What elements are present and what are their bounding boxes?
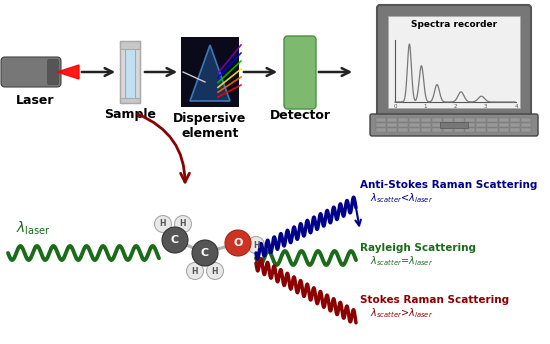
Bar (510, 123, 520, 127)
Polygon shape (57, 65, 79, 79)
Circle shape (206, 262, 223, 279)
Bar (521, 123, 531, 127)
Bar (421, 118, 431, 121)
Bar (432, 128, 442, 131)
Text: 3: 3 (484, 104, 487, 109)
Bar (487, 128, 498, 131)
Bar (387, 128, 397, 131)
Text: 4: 4 (514, 104, 518, 109)
Bar (421, 123, 431, 127)
Bar (487, 123, 498, 127)
Text: Laser: Laser (16, 94, 54, 107)
Text: 1: 1 (424, 104, 427, 109)
Circle shape (162, 227, 188, 253)
Bar (387, 123, 397, 127)
Text: O: O (233, 238, 243, 248)
Bar (443, 118, 453, 121)
Bar (432, 123, 442, 127)
Circle shape (174, 215, 191, 233)
FancyBboxPatch shape (377, 5, 531, 119)
FancyBboxPatch shape (47, 59, 59, 85)
Bar (120, 41, 140, 103)
Text: H: H (180, 219, 186, 228)
Bar (476, 118, 486, 121)
Bar (388, 16, 520, 108)
Text: 0: 0 (393, 104, 397, 109)
Text: $\lambda_{\mathsf{laser}}$: $\lambda_{\mathsf{laser}}$ (16, 219, 51, 237)
Text: Stokes Raman Scattering: Stokes Raman Scattering (360, 295, 509, 305)
Bar (510, 118, 520, 121)
Bar (135, 41, 140, 103)
Bar (454, 118, 464, 121)
Bar (432, 118, 442, 121)
Bar (409, 128, 420, 131)
Text: Detector: Detector (270, 109, 331, 122)
Text: Spectra recorder: Spectra recorder (411, 20, 497, 29)
Bar (120, 41, 140, 49)
Circle shape (248, 237, 265, 254)
Bar (498, 123, 509, 127)
Text: H: H (212, 267, 218, 276)
Bar (409, 118, 420, 121)
Bar (409, 123, 420, 127)
Bar (521, 118, 531, 121)
Text: C: C (201, 248, 209, 258)
Circle shape (192, 240, 218, 266)
Text: $\lambda_{scatter}$<$\lambda_{laser}$: $\lambda_{scatter}$<$\lambda_{laser}$ (370, 191, 433, 205)
Bar (476, 128, 486, 131)
Bar (476, 123, 486, 127)
Circle shape (225, 230, 251, 256)
Circle shape (186, 262, 204, 279)
Bar (465, 118, 475, 121)
FancyBboxPatch shape (370, 114, 538, 136)
Text: 2: 2 (454, 104, 457, 109)
Bar (443, 128, 453, 131)
Bar (498, 118, 509, 121)
Circle shape (155, 215, 172, 233)
Text: Anti-Stokes Raman Scattering: Anti-Stokes Raman Scattering (360, 180, 537, 190)
Text: $\lambda_{scatter}$=$\lambda_{laser}$: $\lambda_{scatter}$=$\lambda_{laser}$ (370, 254, 433, 268)
Polygon shape (190, 45, 230, 101)
Bar (376, 128, 386, 131)
Bar (487, 118, 498, 121)
Bar (398, 128, 409, 131)
Bar (454, 128, 464, 131)
Text: C: C (171, 235, 179, 245)
Bar (398, 123, 409, 127)
Bar (454, 123, 464, 127)
Bar (376, 123, 386, 127)
Bar (443, 123, 453, 127)
FancyBboxPatch shape (1, 57, 61, 87)
Bar (465, 123, 475, 127)
Bar (376, 118, 386, 121)
Bar (521, 128, 531, 131)
Bar (498, 128, 509, 131)
Bar (465, 128, 475, 131)
Bar (181, 37, 239, 107)
Text: $\lambda_{scatter}$>$\lambda_{laser}$: $\lambda_{scatter}$>$\lambda_{laser}$ (370, 306, 433, 320)
Text: Rayleigh Scattering: Rayleigh Scattering (360, 243, 476, 253)
Bar (387, 118, 397, 121)
Bar (510, 128, 520, 131)
Bar (120, 98, 140, 103)
Text: H: H (192, 267, 198, 276)
Text: H: H (253, 240, 259, 249)
Bar (398, 118, 409, 121)
Bar (440, 122, 468, 128)
Text: H: H (160, 219, 166, 228)
Text: Sample: Sample (104, 108, 156, 121)
Bar (125, 49, 135, 103)
Bar (120, 41, 125, 103)
Bar (421, 128, 431, 131)
FancyBboxPatch shape (284, 36, 316, 109)
Text: Dispersive
element: Dispersive element (173, 112, 247, 140)
